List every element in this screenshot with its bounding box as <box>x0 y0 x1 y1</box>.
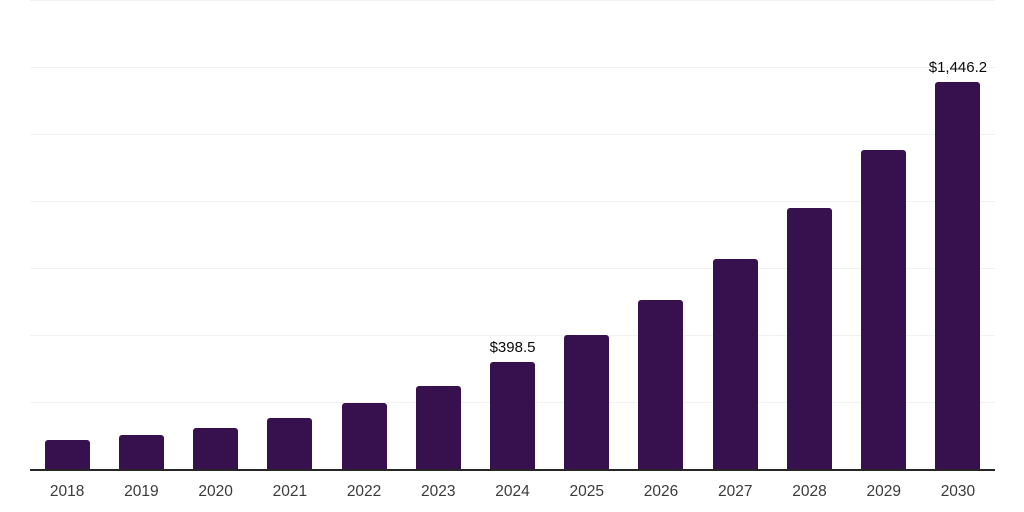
bar-slot-2019 <box>104 0 178 469</box>
bar-2030 <box>935 81 981 469</box>
bar-slot-2020 <box>178 0 252 469</box>
bar-2019 <box>118 435 164 469</box>
bar-2022 <box>341 403 387 469</box>
x-tick-2026: 2026 <box>643 483 679 500</box>
bar-slot-2024: $398.5 <box>475 0 549 469</box>
bar-slot-2028 <box>772 0 846 469</box>
x-tick-2023: 2023 <box>421 483 456 500</box>
gridline-500 <box>30 335 995 336</box>
x-tick-2029: 2029 <box>866 483 901 500</box>
bar-2027 <box>712 258 758 469</box>
bar-slot-2029 <box>847 0 921 469</box>
bar-2026 <box>638 299 684 469</box>
x-tick-2030: 2030 <box>940 483 976 500</box>
gridline-750 <box>30 268 995 269</box>
gridline-1750 <box>30 0 995 1</box>
bar-2021 <box>267 418 313 469</box>
x-tick-2019: 2019 <box>124 483 159 500</box>
bar-slot-2027 <box>698 0 772 469</box>
bar-2025 <box>564 334 610 469</box>
x-tick-2025: 2025 <box>569 483 604 500</box>
x-tick-2018: 2018 <box>49 483 85 500</box>
bar-slot-2025 <box>550 0 624 469</box>
bar-2028 <box>786 208 832 469</box>
bar-slot-2023 <box>401 0 475 469</box>
x-tick-2020: 2020 <box>198 483 233 500</box>
bar-slot-2021 <box>253 0 327 469</box>
x-axis-tick-labels: 2018 2019 2020 2021 2022 2023 2024 2025 2026 2027… <box>30 483 995 502</box>
bar-2023 <box>415 385 461 469</box>
bar-2029 <box>861 150 907 469</box>
bars-row: $398.5 $1,446.2 <box>30 0 995 469</box>
plot-area: $398.5 $1,446.2 <box>30 0 995 471</box>
data-label-2024: $398.5 <box>489 339 536 357</box>
bar-2018 <box>44 440 90 469</box>
gridline-1250 <box>30 134 995 135</box>
bar-slot-2018 <box>30 0 104 469</box>
bar-2020 <box>193 428 239 469</box>
bar-2024 <box>490 362 536 469</box>
bar-slot-2030: $1,446.2 <box>921 0 995 469</box>
gridline-1000 <box>30 201 995 202</box>
x-tick-2022: 2022 <box>346 483 382 500</box>
x-axis-line <box>30 469 995 471</box>
bar-slot-2022 <box>327 0 401 469</box>
x-tick-2021: 2021 <box>272 483 308 500</box>
x-tick-2027: 2027 <box>717 483 753 500</box>
gridline-1500 <box>30 67 995 68</box>
data-label-2030: $1,446.2 <box>928 58 988 76</box>
x-tick-2024: 2024 <box>495 483 530 500</box>
bar-slot-2026 <box>624 0 698 469</box>
x-tick-2028: 2028 <box>792 483 827 500</box>
